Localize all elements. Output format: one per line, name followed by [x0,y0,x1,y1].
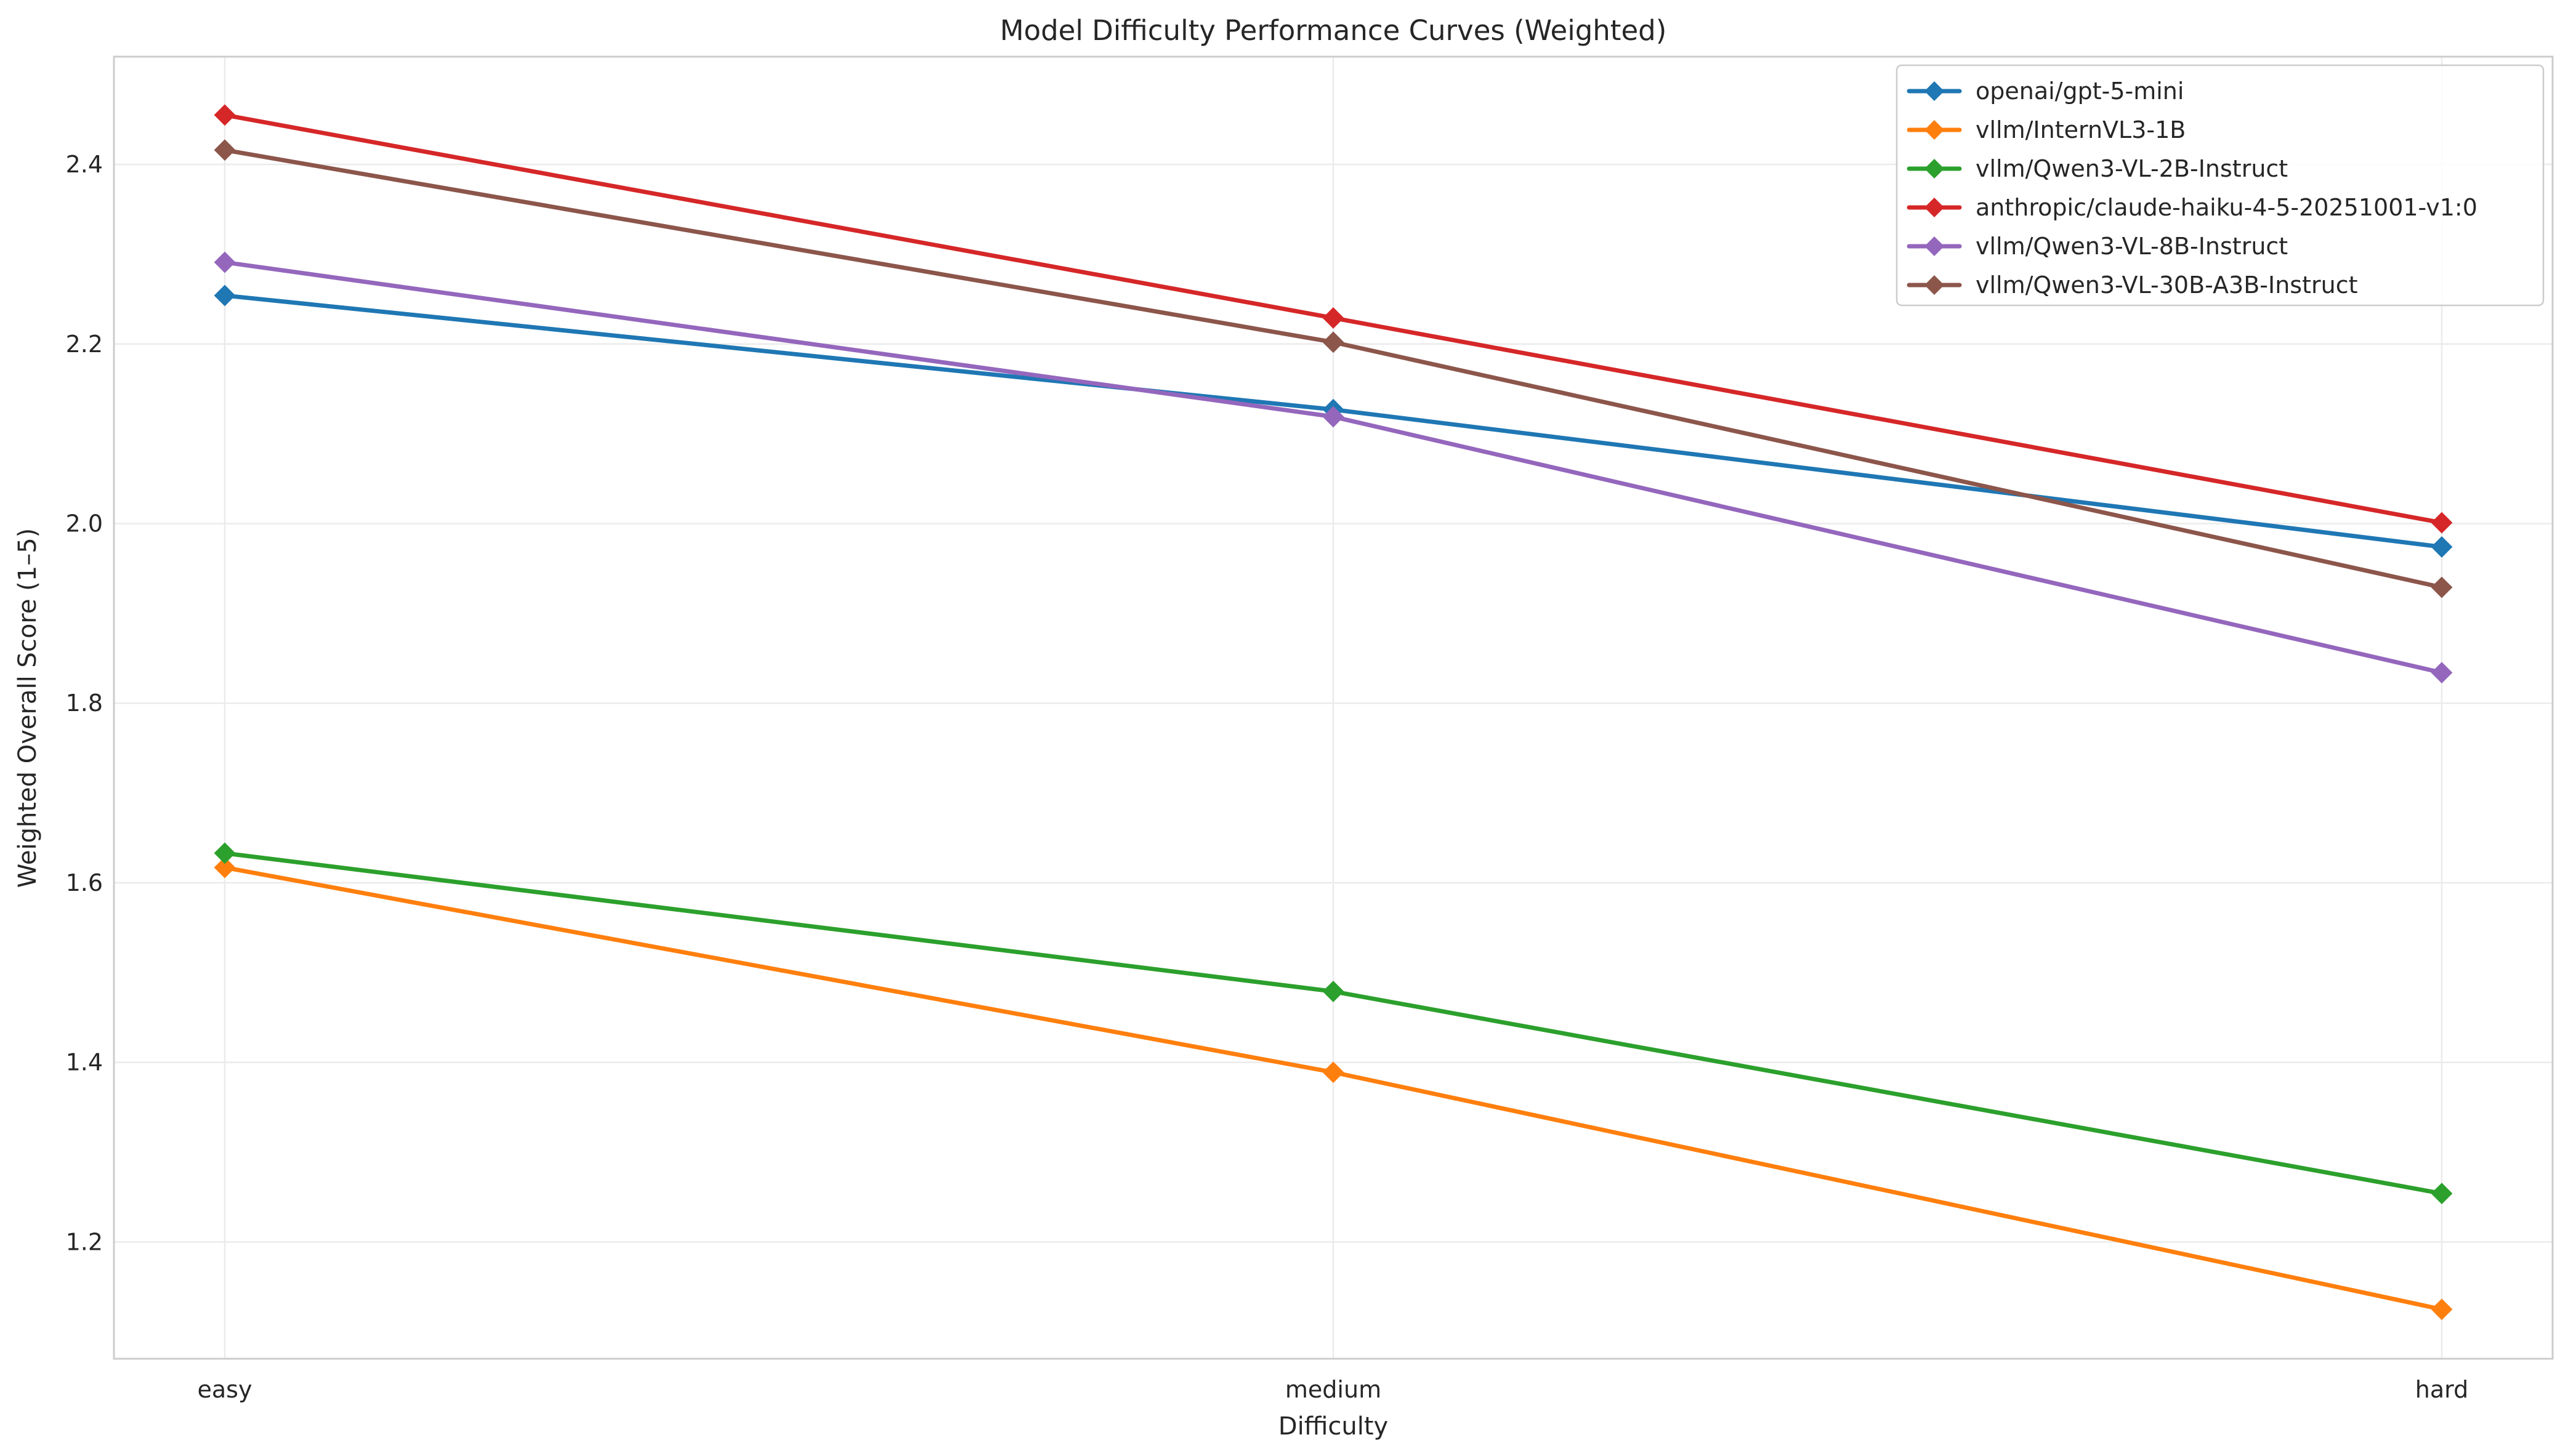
legend-label: openai/gpt-5-mini [1976,78,2184,105]
x-tick-label: hard [2415,1376,2468,1403]
data-point-marker [2431,1183,2453,1205]
data-point-marker [214,842,236,864]
y-tick-label: 1.2 [66,1228,103,1255]
series-group [214,856,2453,1321]
y-tick-label: 2.2 [66,331,103,358]
legend-marker [1924,275,1944,295]
legend-marker [1924,236,1944,256]
data-point-marker [2431,512,2453,534]
data-point-marker [214,139,236,161]
data-point-marker [1322,1061,1344,1084]
data-point-marker [214,284,236,307]
legend-marker [1924,159,1944,179]
data-point-marker [2431,662,2453,684]
series-group [214,842,2453,1205]
x-axis-label: Difficulty [1278,1412,1388,1441]
legend-label: vllm/InternVL3-1B [1976,116,2186,143]
y-tick-label: 1.6 [66,869,103,896]
data-point-marker [1322,331,1344,353]
x-tick-label: easy [198,1376,252,1403]
y-tick-label: 1.4 [66,1049,103,1076]
legend-marker [1924,120,1944,140]
x-tick-label: medium [1285,1376,1381,1403]
legend-label: vllm/Qwen3-VL-30B-A3B-Instruct [1976,271,2358,299]
y-tick-label: 2.0 [66,510,103,537]
legend-marker [1924,81,1944,101]
data-point-marker [2431,576,2453,598]
legend-items: openai/gpt-5-mini vllm/InternVL3-1B vllm/Q… [1907,78,2477,299]
plot-area-frame [113,55,2554,1360]
series-layer [214,104,2453,1321]
data-point-marker [214,856,236,879]
legend-label: vllm/Qwen3-VL-8B-Instruct [1976,233,2288,260]
series-group [214,104,2453,534]
legend-label: vllm/Qwen3-VL-2B-Instruct [1976,155,2288,182]
data-point-marker [1322,981,1344,1002]
data-point-marker [2431,1298,2453,1321]
tick-labels: 1.2 1.4 1.6 1.8 2.0 2.2 2.4 easy medium hard [66,151,2469,1403]
chart-title: Model Difficulty Performance Curves (Wei… [1000,14,1667,47]
data-point-marker [1322,307,1344,329]
y-tick-label: 2.4 [66,151,103,178]
y-axis-label: Weighted Overall Score (1–5) [14,528,42,888]
data-point-marker [2431,536,2453,558]
legend: openai/gpt-5-mini vllm/InternVL3-1B vllm/Q… [1896,64,2545,307]
data-point-marker [1322,406,1344,428]
legend-box [1896,64,2545,307]
legend-label: anthropic/claude-haiku-4-5-20251001-v1:0 [1976,194,2477,221]
series-group [214,139,2453,598]
legend-marker [1924,198,1944,217]
y-tick-label: 1.8 [66,690,103,717]
data-point-marker [214,251,236,273]
series-group [214,251,2453,684]
data-point-marker [214,104,236,126]
